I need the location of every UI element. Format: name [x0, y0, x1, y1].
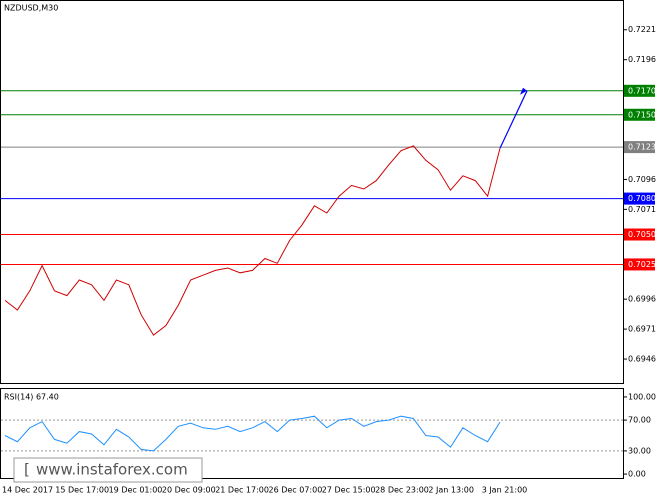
x-tick-label: 3 Jan 21:00: [482, 486, 528, 495]
level-label-box: [624, 141, 655, 154]
level-label-box: [624, 258, 655, 271]
level-label: 0.7170: [628, 86, 656, 95]
y-tick-label: 0.7071: [628, 205, 656, 214]
watermark: [ www.instaforex.com: [13, 457, 203, 483]
x-tick-label: 14 Dec 2017: [2, 486, 53, 495]
y-tick-label: 0.6946: [628, 355, 656, 364]
level-label: 0.7150: [628, 110, 656, 119]
level-label: 0.7123: [628, 143, 656, 152]
level-label: 0.7080: [628, 194, 656, 203]
y-tick-label: 0.7221: [628, 25, 656, 34]
x-tick-label: 15 Dec 17:00: [55, 486, 109, 495]
main-frame: [0, 0, 624, 384]
y-tick-label: 0.6996: [628, 295, 656, 304]
rsi-title: RSI(14) 67.40: [4, 393, 59, 402]
x-tick-label: 2 Jan 13:00: [428, 486, 474, 495]
y-tick-label: 0.00: [628, 470, 646, 479]
y-tick-label: 100.00: [628, 392, 656, 401]
series-line: [4, 415, 501, 452]
x-tick-label: 28 Dec 23:00: [375, 486, 429, 495]
x-tick-label: 20 Dec 09:00: [162, 486, 216, 495]
forecast-arrow: [499, 90, 528, 149]
y-tick-label: 0.6971: [628, 325, 656, 334]
level-label-box: [624, 192, 655, 205]
x-tick-label: 26 Dec 07:00: [269, 486, 323, 495]
y-tick-label: 0.7196: [628, 55, 656, 64]
level-label-box: [624, 84, 655, 97]
level-label-box: [624, 108, 655, 121]
level-label: 0.7025: [628, 260, 656, 269]
y-tick-label: 0.7096: [628, 175, 656, 184]
y-tick-label: 30.00: [628, 446, 651, 455]
x-tick-label: 21 Dec 17:00: [215, 486, 269, 495]
watermark-text: www.instaforex.com: [36, 461, 188, 479]
series-line: [4, 145, 501, 336]
y-tick-label: 70.00: [628, 416, 651, 425]
x-tick-label: 27 Dec 15:00: [322, 486, 376, 495]
x-tick-label: 19 Dec 01:00: [109, 486, 163, 495]
watermark-text: [: [24, 461, 30, 479]
arrow-head: [520, 87, 527, 95]
level-label-box: [624, 228, 655, 241]
watermark-box: [13, 457, 203, 483]
level-label: 0.7050: [628, 230, 656, 239]
chart-title: NZDUSD,M30: [4, 4, 58, 13]
